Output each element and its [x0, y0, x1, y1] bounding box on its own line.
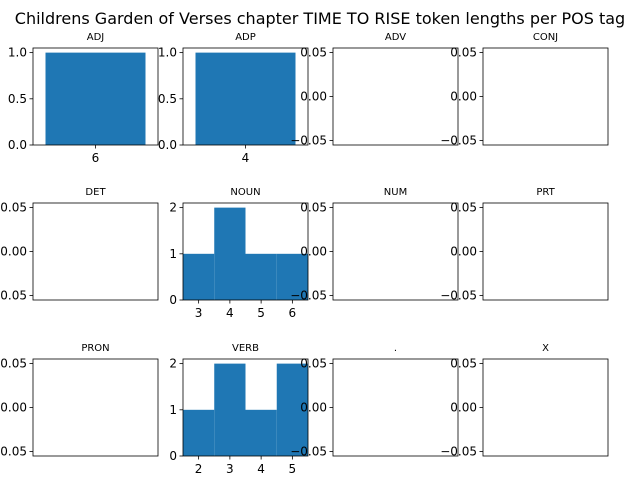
- bar: [276, 253, 308, 300]
- subplot-title: CONJ: [533, 32, 558, 43]
- y-tick-label: 0.05: [0, 356, 27, 370]
- subplot-title: NUM: [384, 187, 407, 198]
- y-tick-label: 0.05: [300, 45, 327, 59]
- x-tick-label: 5: [257, 306, 265, 320]
- y-tick-label: 0.05: [450, 356, 477, 370]
- bar: [245, 409, 277, 456]
- subplot-title: DET: [85, 187, 106, 198]
- axes-frame: [482, 47, 609, 146]
- subplot-num: NUM 0.05 0.00 −0.05: [290, 187, 459, 303]
- y-tick-label: −0.05: [290, 134, 327, 148]
- y-tick-label: 0.05: [450, 200, 477, 214]
- y-tick-label: 1: [169, 247, 177, 261]
- x-tick-label: 6: [289, 306, 297, 320]
- y-tick-label: 0.00: [0, 245, 27, 259]
- axes-frame: [32, 358, 159, 457]
- y-tick-label: 0.00: [450, 245, 477, 259]
- subplot-title: VERB: [232, 343, 259, 354]
- bar: [276, 363, 308, 456]
- y-tick-label: 0.0: [158, 138, 177, 152]
- y-tick-label: 0.05: [300, 200, 327, 214]
- subplot-adp: ADP 0.0 0.5 1.0 4: [158, 32, 309, 165]
- bar: [45, 52, 146, 145]
- bar: [214, 207, 246, 300]
- y-tick-label: 0.00: [450, 90, 477, 104]
- y-tick-label: 0.5: [158, 92, 177, 106]
- subplot-x: X 0.05 0.00 −0.05: [440, 343, 609, 459]
- subplot-title: .: [394, 343, 397, 354]
- x-tick-label: 3: [226, 462, 234, 476]
- subplot-title: PRT: [536, 187, 555, 198]
- y-tick-label: 0.00: [300, 401, 327, 415]
- subplot-title: ADP: [235, 32, 256, 43]
- x-tick-label: 2: [195, 462, 203, 476]
- subplot-det: DET 0.05 0.00 −0.05: [0, 187, 159, 303]
- y-tick-label: 0.05: [450, 45, 477, 59]
- bar: [195, 52, 296, 145]
- y-tick-label: −0.05: [440, 134, 477, 148]
- y-tick-label: 0.00: [300, 90, 327, 104]
- y-tick-label: 0.05: [300, 356, 327, 370]
- y-tick-label: 0: [169, 449, 177, 463]
- subplot-noun: NOUN 0 1 2 3 4 5 6: [169, 187, 309, 320]
- y-tick-label: −0.05: [440, 289, 477, 303]
- y-tick-label: −0.05: [0, 289, 27, 303]
- y-tick-label: 1: [169, 403, 177, 417]
- x-tick-label: 4: [242, 151, 250, 165]
- y-tick-label: −0.05: [440, 445, 477, 459]
- axes-frame: [332, 358, 459, 457]
- bar: [214, 363, 246, 456]
- figure-title: Childrens Garden of Verses chapter TIME …: [15, 9, 625, 28]
- x-tick-label: 6: [92, 151, 100, 165]
- subplot-conj: CONJ 0.05 0.00 −0.05: [440, 32, 609, 148]
- x-tick-label: 4: [257, 462, 265, 476]
- bar: [183, 409, 215, 456]
- subplot-punct: . 0.05 0.00 −0.05: [290, 343, 459, 459]
- subplot-title: X: [542, 343, 549, 354]
- y-tick-label: 0.00: [450, 401, 477, 415]
- subplot-grid: ADJ0.00.51.06ADP0.00.51.04ADV0.050.00−0.…: [0, 32, 609, 476]
- axes-frame: [332, 202, 459, 301]
- y-tick-label: −0.05: [290, 289, 327, 303]
- y-tick-label: 0.0: [8, 138, 27, 152]
- x-tick-label: 3: [195, 306, 203, 320]
- subplot-verb: VERB 0 1 2 2 3 4 5: [169, 343, 309, 476]
- subplot-prt: PRT 0.05 0.00 −0.05: [440, 187, 609, 303]
- y-tick-label: 0: [169, 293, 177, 307]
- y-tick-label: 0.5: [8, 92, 27, 106]
- subplot-title: ADJ: [87, 32, 105, 43]
- bar: [183, 253, 215, 300]
- y-tick-label: 1.0: [158, 46, 177, 60]
- y-tick-label: −0.05: [290, 445, 327, 459]
- x-tick-label: 5: [289, 462, 297, 476]
- y-tick-label: 1.0: [8, 46, 27, 60]
- y-tick-label: 0.00: [300, 245, 327, 259]
- y-tick-label: 0.05: [0, 200, 27, 214]
- axes-frame: [482, 358, 609, 457]
- subplot-title: PRON: [81, 343, 109, 354]
- axes-frame: [332, 47, 459, 146]
- axes-frame: [482, 202, 609, 301]
- subplot-title: ADV: [385, 32, 406, 43]
- y-tick-label: 0.00: [0, 401, 27, 415]
- subplot-pron: PRON 0.05 0.00 −0.05: [0, 343, 159, 459]
- x-tick-label: 4: [226, 306, 234, 320]
- axes-frame: [182, 358, 309, 457]
- subplot-adj: ADJ 0.0 0.5 1.0 6: [8, 32, 159, 165]
- y-tick-label: 2: [169, 357, 177, 371]
- subplot-adv: ADV 0.05 0.00 −0.05: [290, 32, 459, 148]
- bar: [245, 253, 277, 300]
- axes-frame: [32, 202, 159, 301]
- axes-frame: [182, 202, 309, 301]
- subplot-title: NOUN: [230, 187, 260, 198]
- y-tick-label: 2: [169, 201, 177, 215]
- y-tick-label: −0.05: [0, 445, 27, 459]
